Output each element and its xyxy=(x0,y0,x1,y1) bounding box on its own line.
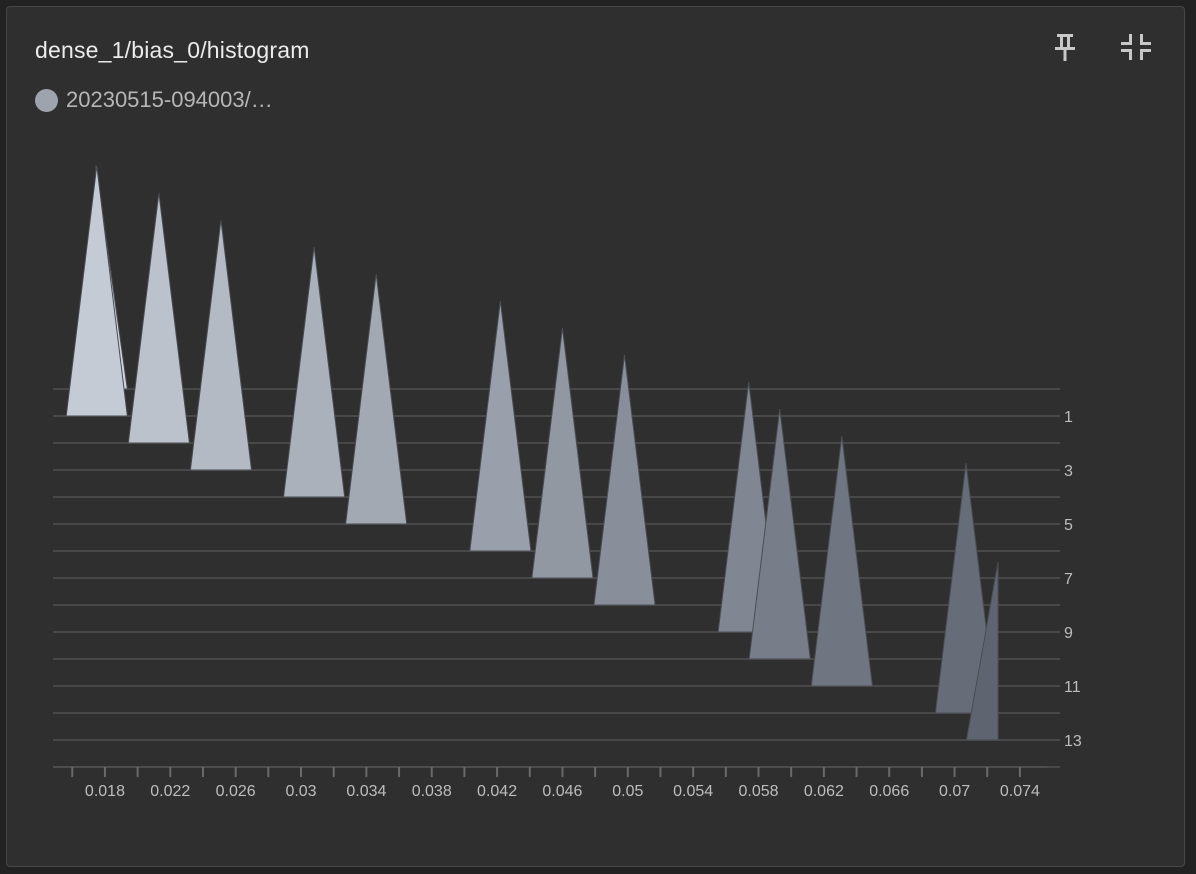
x-tick-label: 0.018 xyxy=(85,783,125,800)
histogram-peak xyxy=(189,219,253,471)
x-tick-label: 0.07 xyxy=(939,783,970,800)
x-tick-label: 0.022 xyxy=(150,783,190,800)
x-tick-label: 0.066 xyxy=(869,783,909,800)
x-axis: 0.018 0.022 0.026 0.03 0.034 0.038 0.042 0.046 0… xyxy=(53,766,1047,800)
histogram-peak xyxy=(593,354,656,606)
x-tick-label: 0.074 xyxy=(1000,783,1040,800)
fullscreen-exit-icon xyxy=(1121,34,1151,60)
y-tick-label: 11 xyxy=(1064,679,1081,696)
x-tick-label: 0.046 xyxy=(542,783,582,800)
histogram-peak xyxy=(65,165,128,417)
x-tick-label: 0.058 xyxy=(738,783,778,800)
card-title: dense_1/bias_0/histogram xyxy=(35,37,310,63)
x-tick-label: 0.034 xyxy=(346,783,386,800)
x-tick-label: 0.038 xyxy=(412,783,452,800)
histogram-peak xyxy=(748,408,811,660)
histogram-peak xyxy=(127,192,190,444)
x-tick-label: 0.042 xyxy=(477,783,517,800)
histogram-peak xyxy=(934,462,998,714)
x-tick-label: 0.05 xyxy=(612,783,643,800)
pin-icon xyxy=(1055,34,1075,61)
x-tick-label: 0.03 xyxy=(285,783,316,800)
y-tick-label: 9 xyxy=(1064,625,1073,642)
histogram-peak xyxy=(965,561,999,741)
y-tick-label: 1 xyxy=(1064,409,1073,426)
histogram-peak xyxy=(345,273,408,525)
pin-button[interactable] xyxy=(1048,30,1082,64)
histogram-peak xyxy=(810,435,873,687)
histogram-peak xyxy=(282,246,346,498)
legend: 20230515-094003/… xyxy=(35,87,273,113)
y-tick-label: 5 xyxy=(1064,517,1073,534)
legend-swatch xyxy=(35,88,58,112)
y-tick-label: 7 xyxy=(1064,571,1073,588)
histogram-peak xyxy=(531,327,594,579)
x-tick-label: 0.054 xyxy=(673,783,713,800)
y-tick-label: 13 xyxy=(1064,733,1082,750)
y-tick-label: 3 xyxy=(1064,463,1073,480)
x-tick-label: 0.062 xyxy=(804,783,844,800)
histogram-peak xyxy=(469,300,532,552)
collapse-button[interactable] xyxy=(1119,30,1153,64)
x-tick-label: 0.026 xyxy=(216,783,256,800)
legend-label[interactable]: 20230515-094003/… xyxy=(66,87,273,112)
histogram-series xyxy=(65,164,999,741)
